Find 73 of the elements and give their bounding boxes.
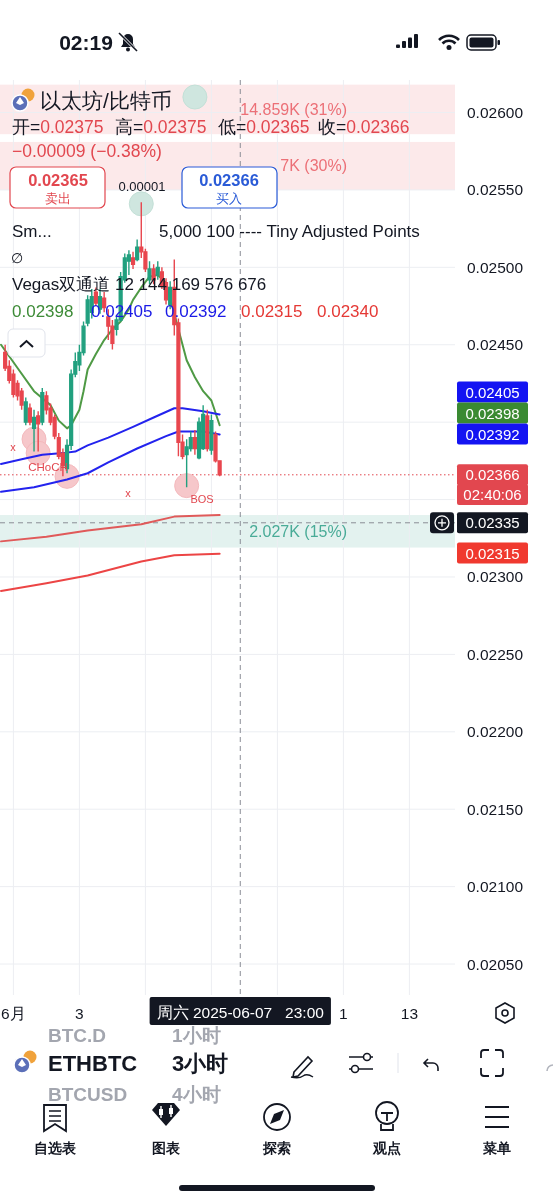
text: 图表 (152, 1140, 181, 1156)
text: 0.02392 (465, 425, 520, 443)
text: 自选表 (34, 1140, 77, 1156)
y-tick-label: 0.02250 (467, 645, 524, 663)
candlestick (31, 409, 37, 453)
annotation: 卖出 (45, 192, 71, 206)
annotation: BOS (190, 493, 214, 505)
candlestick (192, 429, 197, 456)
y-tick-label: 0.02300 (467, 568, 524, 586)
candlestick (135, 238, 140, 262)
x-tick-label: 13 (400, 1005, 419, 1022)
text: 02:40:06 (463, 486, 522, 503)
text: 0.02398 (465, 404, 520, 422)
ref-line-label: 周六 2025-06-07 23:00 (156, 1004, 325, 1021)
text: 4小时 (172, 1084, 221, 1105)
band-label: 2.027K (15%) (249, 522, 347, 540)
x-tick-label: 1 (339, 1005, 348, 1022)
y-tick-label: 0.02050 (467, 955, 524, 973)
text: BTCUSD (48, 1084, 128, 1105)
annotation: 低=0.02365 (218, 117, 310, 137)
annotation: ∅ (11, 250, 24, 266)
point (182, 84, 208, 110)
text: BTC.D (48, 1025, 107, 1046)
y-tick-label: 0.02550 (467, 181, 524, 199)
y-tick-label: 0.02600 (467, 104, 524, 122)
band-label: 7K (30%) (280, 157, 347, 175)
text: 3小时 (172, 1051, 229, 1076)
candlestick (40, 387, 45, 426)
chart-title: 以太坊/比特币 (40, 89, 172, 112)
annotation: 5,000 100 ---- Tiny Adjusted Points (159, 222, 420, 241)
annotation: x (125, 487, 132, 499)
text: 0.02405 (465, 383, 520, 401)
line-series (0, 407, 221, 465)
annotation: 0.02398 (12, 302, 74, 321)
annotation: 收=0.02366 (318, 117, 410, 137)
y-tick-label: 0.02100 (467, 878, 524, 896)
text: 1小时 (172, 1025, 221, 1046)
candlestick (205, 409, 210, 453)
annotation: 0.02366 (199, 171, 259, 189)
y-tick-label: 0.02450 (467, 336, 524, 354)
text: 探索 (262, 1140, 291, 1156)
ref-line-label: 0.02335 (465, 514, 520, 532)
line-series (0, 514, 221, 543)
candlestick (209, 413, 214, 456)
annotation: 0.02340 (317, 302, 379, 321)
line-series (0, 552, 221, 592)
candlestick (27, 402, 32, 426)
text: 菜单 (482, 1140, 511, 1156)
annotation: Sm... (12, 222, 52, 241)
candlestick (36, 410, 41, 453)
annotation: 0.02365 (28, 171, 88, 189)
candlestick (23, 396, 28, 426)
annotation: 高=0.02375 (115, 117, 207, 137)
annotation: 0.02315 (241, 302, 303, 321)
text: 02:19 (59, 31, 113, 54)
point (128, 191, 154, 217)
annotation: 0.00001 (118, 179, 166, 194)
annotation: 买入 (216, 192, 242, 206)
x-tick-label: 6月 (1, 1005, 26, 1022)
band-label: 14.859K (31%) (240, 100, 347, 118)
y-tick-label: 0.02200 (467, 723, 524, 741)
annotation: −0.00009 (−0.38%) (12, 141, 162, 161)
text: ETHBTC (48, 1051, 138, 1076)
candlestick (130, 251, 136, 270)
y-tick-label: 0.02500 (467, 258, 524, 276)
annotation: x (10, 441, 17, 453)
x-tick-label: 3 (75, 1005, 84, 1022)
text: 0.02315 (465, 544, 520, 562)
text: 观点 (372, 1140, 401, 1156)
annotation: 开=0.02375 (12, 117, 104, 137)
line-series (0, 430, 221, 493)
y-tick-label: 0.02150 (467, 800, 524, 818)
ref-line-label: 0.02366 (465, 466, 520, 484)
